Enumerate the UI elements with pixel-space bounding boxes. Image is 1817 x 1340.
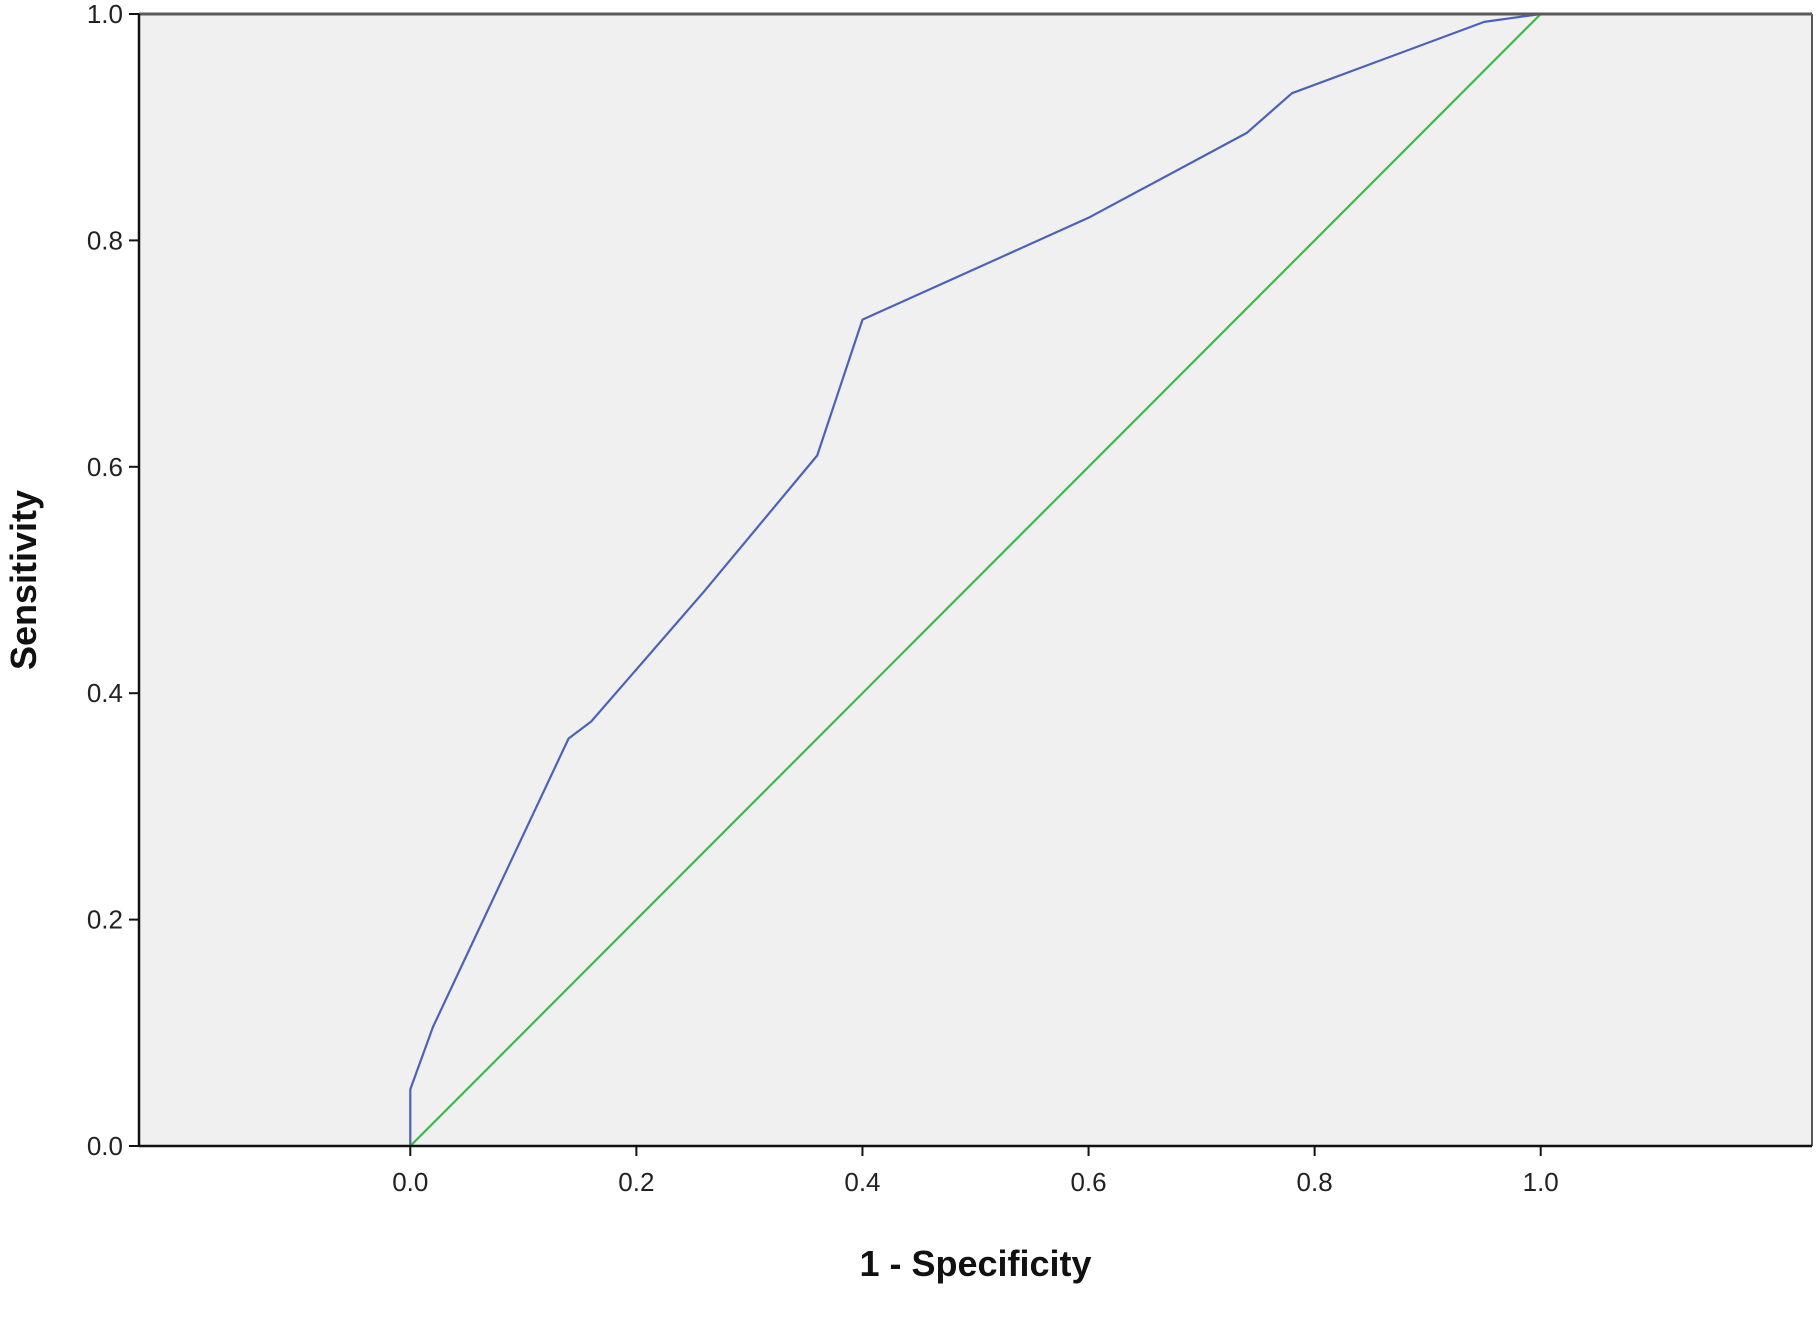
x-axis-title: 1 - Specificity: [859, 1243, 1091, 1284]
x-tick-label: 0.8: [1297, 1167, 1333, 1197]
y-tick-label: 0.6: [87, 452, 123, 482]
y-tick-label: 0.0: [87, 1131, 123, 1161]
x-tick-label: 0.6: [1070, 1167, 1106, 1197]
x-tick-label: 0.0: [392, 1167, 428, 1197]
x-tick-label: 0.4: [844, 1167, 880, 1197]
y-tick-label: 0.8: [87, 225, 123, 255]
y-axis-title: Sensitivity: [3, 490, 44, 670]
x-tick-label: 0.2: [618, 1167, 654, 1197]
reference-diagonal-line: [409, 13, 1542, 1147]
roc-curve-line: [409, 12, 1541, 1146]
y-tick-label: 0.4: [87, 678, 123, 708]
y-tick-label: 0.2: [87, 905, 123, 935]
y-tick-label: 1.0: [87, 0, 123, 29]
x-tick-label: 1.0: [1523, 1167, 1559, 1197]
